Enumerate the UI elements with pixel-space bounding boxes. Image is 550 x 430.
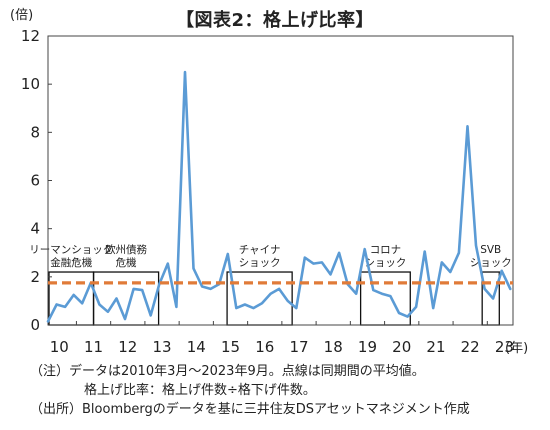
y-tick-label: 10 bbox=[21, 75, 40, 93]
x-tick-label: 12 bbox=[118, 338, 137, 356]
x-tick-label: 16 bbox=[255, 338, 274, 356]
x-tick-label: 17 bbox=[289, 338, 308, 356]
annotation-label: ショック bbox=[470, 257, 512, 269]
annotation-label: ショック bbox=[364, 257, 406, 269]
y-tick-label: 4 bbox=[30, 220, 40, 238]
x-tick-label: 23 bbox=[495, 338, 514, 356]
x-tick-label: 22 bbox=[461, 338, 480, 356]
x-tick-label: 11 bbox=[84, 338, 103, 356]
note-data-period: （注）データは2010年3月～2023年9月。点線は同期間の平均値。 bbox=[30, 364, 425, 379]
annotation-label: リーマンショック bbox=[29, 244, 113, 256]
chart-notes: （注）データは2010年3月～2023年9月。点線は同期間の平均値。 格上げ比率… bbox=[30, 362, 470, 419]
y-tick-label: 12 bbox=[21, 27, 40, 45]
annotation-box bbox=[226, 271, 293, 326]
y-tick-label: 8 bbox=[30, 123, 40, 141]
x-axis-unit: (年) bbox=[505, 341, 528, 356]
upgrade-ratio-chart: リーマンショック金融危機欧州債務危機チャイナショックコロナショックSVBショック… bbox=[10, 8, 528, 356]
x-tick-label: 19 bbox=[358, 338, 377, 356]
note-definition: 格上げ比率：格上げ件数÷格下げ件数。 bbox=[84, 383, 316, 398]
annotation-label: SVB bbox=[480, 244, 501, 256]
x-tick-label: 10 bbox=[50, 338, 69, 356]
chart-axes: 0 2 4 6 8 10 12 10 11 12 13 14 15 16 17 18 19 20 21 22 23 bbox=[21, 27, 514, 356]
chart-series bbox=[46, 70, 513, 323]
y-axis-unit: (倍) bbox=[10, 8, 33, 23]
annotation-label: 欧州債務 bbox=[105, 243, 147, 256]
y-tick-label: 6 bbox=[30, 172, 40, 190]
annotation-label: 金融危機 bbox=[50, 256, 92, 269]
annotation-box bbox=[359, 271, 411, 326]
x-tick-label: 15 bbox=[221, 338, 240, 356]
chart-title: 【図表2：格上げ比率】 bbox=[175, 10, 375, 31]
annotation-label: チャイナ bbox=[239, 244, 281, 256]
y-tick-label: 0 bbox=[30, 316, 40, 334]
annotation-label: コロナ bbox=[370, 244, 402, 256]
x-tick-label: 13 bbox=[152, 338, 171, 356]
x-tick-label: 20 bbox=[392, 338, 411, 356]
annotation-label: ショック bbox=[239, 257, 281, 269]
y-tick-label: 2 bbox=[30, 268, 40, 286]
annotation-box bbox=[481, 271, 500, 326]
x-tick-label: 18 bbox=[324, 338, 343, 356]
x-tick-label: 21 bbox=[426, 338, 445, 356]
x-tick-label: 14 bbox=[187, 338, 206, 356]
upgrade-ratio-line bbox=[46, 70, 512, 323]
annotation-label: 危機 bbox=[116, 256, 137, 269]
note-source: （出所）Bloombergのデータを基に三井住友DSアセットマネジメント作成 bbox=[30, 402, 470, 417]
